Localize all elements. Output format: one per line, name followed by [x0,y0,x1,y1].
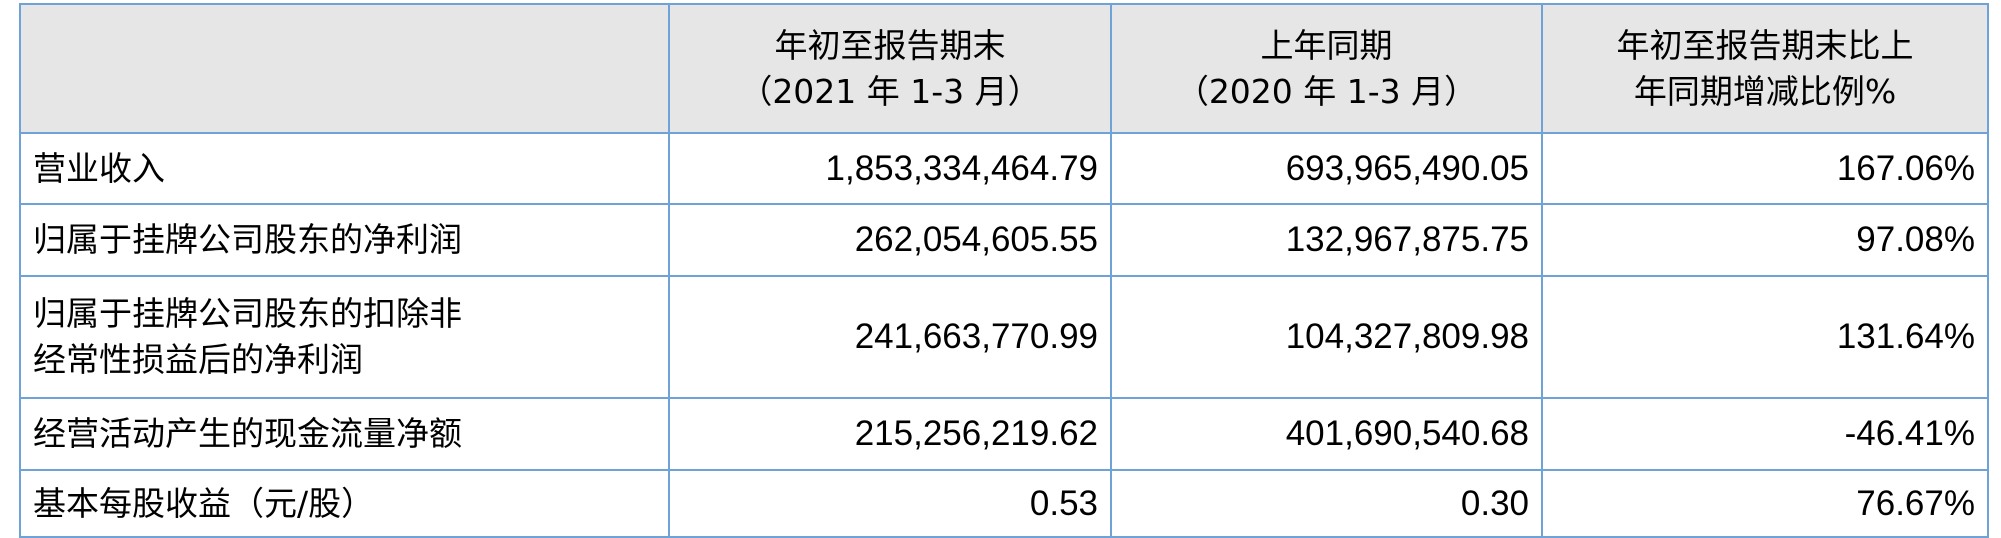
change-value: 167.06% [1541,132,1989,205]
table-row: 归属于挂牌公司股东的扣除非 经常性损益后的净利润 241,663,770.99 1… [19,275,1989,399]
label-line: 归属于挂牌公司股东的扣除非 [33,294,462,333]
financial-summary-table: 年初至报告期末 （2021 年 1-3 月） 上年同期 （2020 年 1-3 月）… [19,3,1989,538]
row-label: 经营活动产生的现金流量净额 [19,397,670,471]
change-value: 131.64% [1541,275,1989,399]
header-item [19,3,670,134]
label-line: 归属于挂牌公司股东的净利润 [33,220,462,259]
current-value: 0.53 [668,469,1112,538]
change-value: -46.41% [1541,397,1989,471]
prior-value: 132,967,875.75 [1110,203,1543,277]
table-row: 基本每股收益（元/股） 0.53 0.30 76.67% [19,469,1989,538]
label-line: 经常性损益后的净利润 [33,340,363,379]
table-row: 经营活动产生的现金流量净额 215,256,219.62 401,690,540… [19,397,1989,471]
current-value: 262,054,605.55 [668,203,1112,277]
header-current-period: 年初至报告期末 （2021 年 1-3 月） [668,3,1112,134]
row-label: 归属于挂牌公司股东的净利润 [19,203,670,277]
prior-value: 693,965,490.05 [1110,132,1543,205]
header-line: （2021 年 1-3 月） [739,71,1041,111]
label-line: 基本每股收益（元/股） [33,483,375,523]
change-value: 97.08% [1541,203,1989,277]
prior-value: 401,690,540.68 [1110,397,1543,471]
header-line: 上年同期 [1260,25,1393,65]
label-line: 营业收入 [33,148,165,188]
prior-value: 0.30 [1110,469,1543,538]
header-line: 年同期增减比例% [1633,71,1897,111]
label-line: 经营活动产生的现金流量净额 [33,414,462,453]
header-line: 年初至报告期末 [774,25,1006,65]
current-value: 241,663,770.99 [668,275,1112,399]
header-change: 年初至报告期末比上 年同期增减比例% [1541,3,1989,134]
row-label: 归属于挂牌公司股东的扣除非 经常性损益后的净利润 [19,275,670,399]
table-row: 营业收入 1,853,334,464.79 693,965,490.05 167… [19,132,1989,205]
header-line: 年初至报告期末比上 [1616,25,1914,65]
header-row: 年初至报告期末 （2021 年 1-3 月） 上年同期 （2020 年 1-3 月）… [19,3,1989,134]
row-label: 营业收入 [19,132,670,205]
table-row: 归属于挂牌公司股东的净利润 262,054,605.55 132,967,875… [19,203,1989,277]
header-prior-period: 上年同期 （2020 年 1-3 月） [1110,3,1543,134]
header-line: （2020 年 1-3 月） [1175,71,1478,111]
row-label: 基本每股收益（元/股） [19,469,670,538]
current-value: 215,256,219.62 [668,397,1112,471]
change-value: 76.67% [1541,469,1989,538]
prior-value: 104,327,809.98 [1110,275,1543,399]
current-value: 1,853,334,464.79 [668,132,1112,205]
